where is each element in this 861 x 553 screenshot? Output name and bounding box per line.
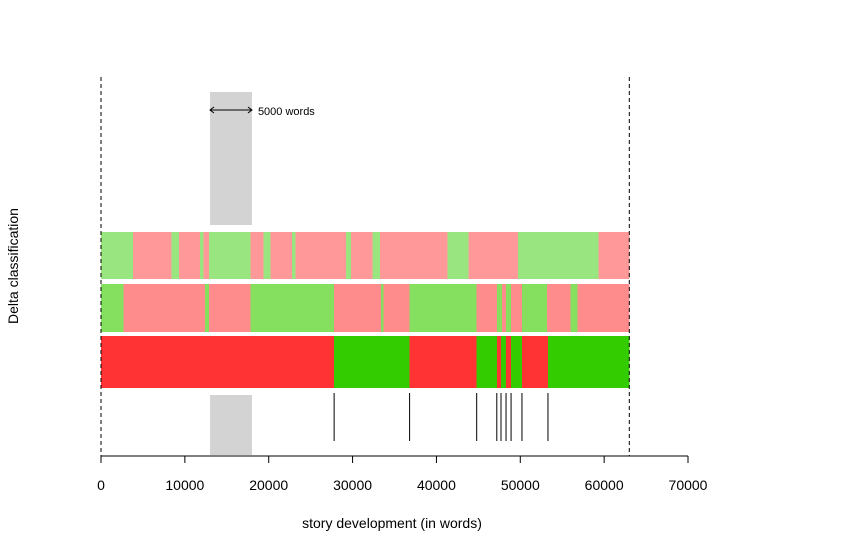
y-axis-label: Delta classification — [5, 208, 21, 324]
row-mid — [101, 284, 630, 332]
window-width-label: 5000 words — [258, 106, 315, 118]
window-block-top — [210, 92, 252, 225]
segment-red — [209, 284, 251, 332]
window-layer — [210, 92, 252, 455]
x-tick-label: 30000 — [333, 477, 372, 493]
segment-green — [496, 284, 502, 332]
segment-red — [101, 336, 335, 388]
segment-green — [199, 232, 204, 279]
segment-red — [203, 232, 210, 279]
arrow-head-right — [247, 106, 253, 114]
classification-rows — [101, 232, 630, 388]
segment-red — [468, 232, 518, 279]
segment-green — [292, 232, 296, 279]
x-tick-label: 20000 — [249, 477, 288, 493]
row-top — [101, 232, 630, 279]
window-annotation: 5000 words — [209, 106, 315, 118]
segment-red — [506, 336, 512, 388]
segment-green — [517, 232, 599, 279]
segment-green — [372, 232, 381, 279]
x-tick-label: 70000 — [669, 477, 708, 493]
segment-red — [547, 284, 571, 332]
segment-green — [345, 232, 351, 279]
x-tick-label: 10000 — [165, 477, 204, 493]
segment-green — [171, 232, 179, 279]
segment-green — [263, 232, 271, 279]
x-axis: 0 10000 20000 30000 40000 50000 60000 70000 — [97, 455, 708, 493]
segment-red — [598, 232, 630, 279]
segment-red — [178, 232, 200, 279]
segment-green — [101, 232, 133, 279]
segment-green — [570, 284, 578, 332]
segment-green — [506, 284, 512, 332]
segment-red — [380, 232, 448, 279]
segment-green — [334, 336, 410, 388]
x-axis-label: story development (in words) — [302, 515, 482, 531]
segment-green — [500, 336, 507, 388]
segment-green — [447, 232, 469, 279]
segment-red — [383, 284, 410, 332]
segment-green — [547, 336, 630, 388]
segment-red — [123, 284, 205, 332]
segment-green — [209, 232, 251, 279]
x-tick-label: 60000 — [585, 477, 624, 493]
segment-red — [270, 232, 293, 279]
segment-red — [577, 284, 630, 332]
segment-red — [521, 336, 548, 388]
boundary-lines — [100, 77, 630, 456]
segment-green — [511, 336, 522, 388]
segment-green — [250, 284, 335, 332]
segment-green — [476, 336, 497, 388]
segment-green — [521, 284, 548, 332]
x-tick-label: 40000 — [417, 477, 456, 493]
breakpoint-markers — [333, 393, 549, 441]
x-tick-label: 0 — [97, 477, 105, 493]
window-block-bottom — [210, 395, 252, 455]
segment-green — [204, 284, 210, 332]
x-tick-label: 50000 — [501, 477, 540, 493]
segment-red — [409, 336, 477, 388]
segment-red — [334, 284, 382, 332]
segment-red — [295, 232, 346, 279]
segment-red — [511, 284, 522, 332]
segment-green — [381, 284, 384, 332]
segment-red — [250, 232, 264, 279]
row-bottom — [101, 336, 630, 388]
segment-green — [101, 284, 124, 332]
segment-green — [409, 284, 477, 332]
arrow-head-left — [209, 106, 215, 114]
segment-red — [496, 336, 501, 388]
segment-red — [476, 284, 497, 332]
segment-red — [501, 284, 507, 332]
segment-red — [350, 232, 373, 279]
segment-red — [132, 232, 172, 279]
